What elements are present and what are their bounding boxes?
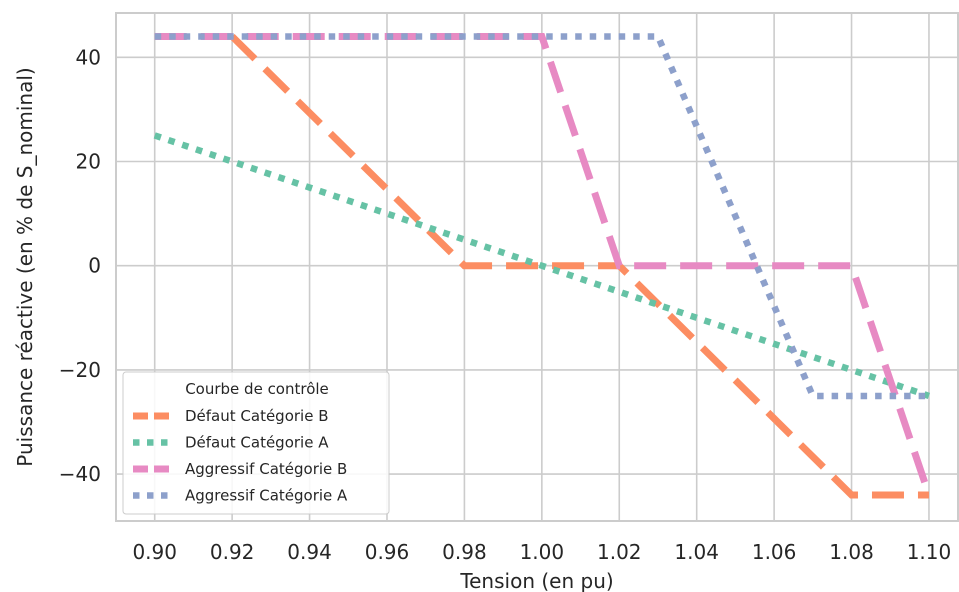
x-tick-label: 0.98	[442, 540, 487, 564]
legend-label: Aggressif Catégorie B	[185, 460, 347, 478]
x-tick-label: 1.04	[674, 540, 719, 564]
legend-box	[122, 371, 390, 515]
x-tick-label: 1.06	[752, 540, 797, 564]
y-tick-label: −20	[59, 358, 101, 382]
plot-frame	[115, 12, 959, 522]
series-line-4	[154, 33, 929, 400]
y-axis-label: Puissance réactive (en % de S_nominal)	[13, 67, 37, 466]
x-tick-label: 0.96	[365, 540, 410, 564]
x-axis-label: Tension (en pu)	[459, 569, 613, 592]
legend-item: Aggressif Catégorie B	[133, 460, 347, 478]
series-line-3	[154, 32, 933, 497]
legend: Courbe de contrôle Défaut Catégorie BDéf…	[122, 371, 390, 515]
legend-items: Défaut Catégorie B Défaut Catégorie A Aggr…	[133, 407, 348, 505]
legend-item: Défaut Catégorie A	[133, 434, 329, 452]
series-layer	[153, 32, 933, 499]
x-tick-label: 0.92	[210, 540, 255, 564]
x-tick-labels: 0.90 0.92 0.94 0.96 0.98 1.00 1.02 1.04 1.06 1.08…	[132, 540, 951, 564]
legend-label: Aggressif Catégorie A	[185, 487, 348, 505]
y-tick-label: −40	[59, 462, 101, 486]
y-tick-label: 20	[76, 149, 101, 173]
legend-item: Défaut Catégorie B	[133, 407, 329, 425]
x-tick-label: 1.02	[597, 540, 642, 564]
series-line-2	[153, 132, 931, 400]
x-tick-label: 0.94	[287, 540, 332, 564]
x-tick-label: 1.10	[907, 540, 952, 564]
y-tick-label: 40	[76, 45, 101, 69]
x-tick-label: 1.08	[829, 540, 874, 564]
legend-label: Défaut Catégorie A	[185, 434, 329, 452]
legend-item: Aggressif Catégorie A	[133, 487, 348, 505]
legend-title: Courbe de contrôle	[185, 380, 329, 398]
y-tick-label: 0	[88, 254, 101, 278]
legend-label: Défaut Catégorie B	[185, 407, 329, 425]
x-tick-label: 0.90	[132, 540, 177, 564]
x-tick-label: 1.00	[520, 540, 565, 564]
y-tick-labels: 40 20 0 −20 −40	[59, 45, 101, 486]
